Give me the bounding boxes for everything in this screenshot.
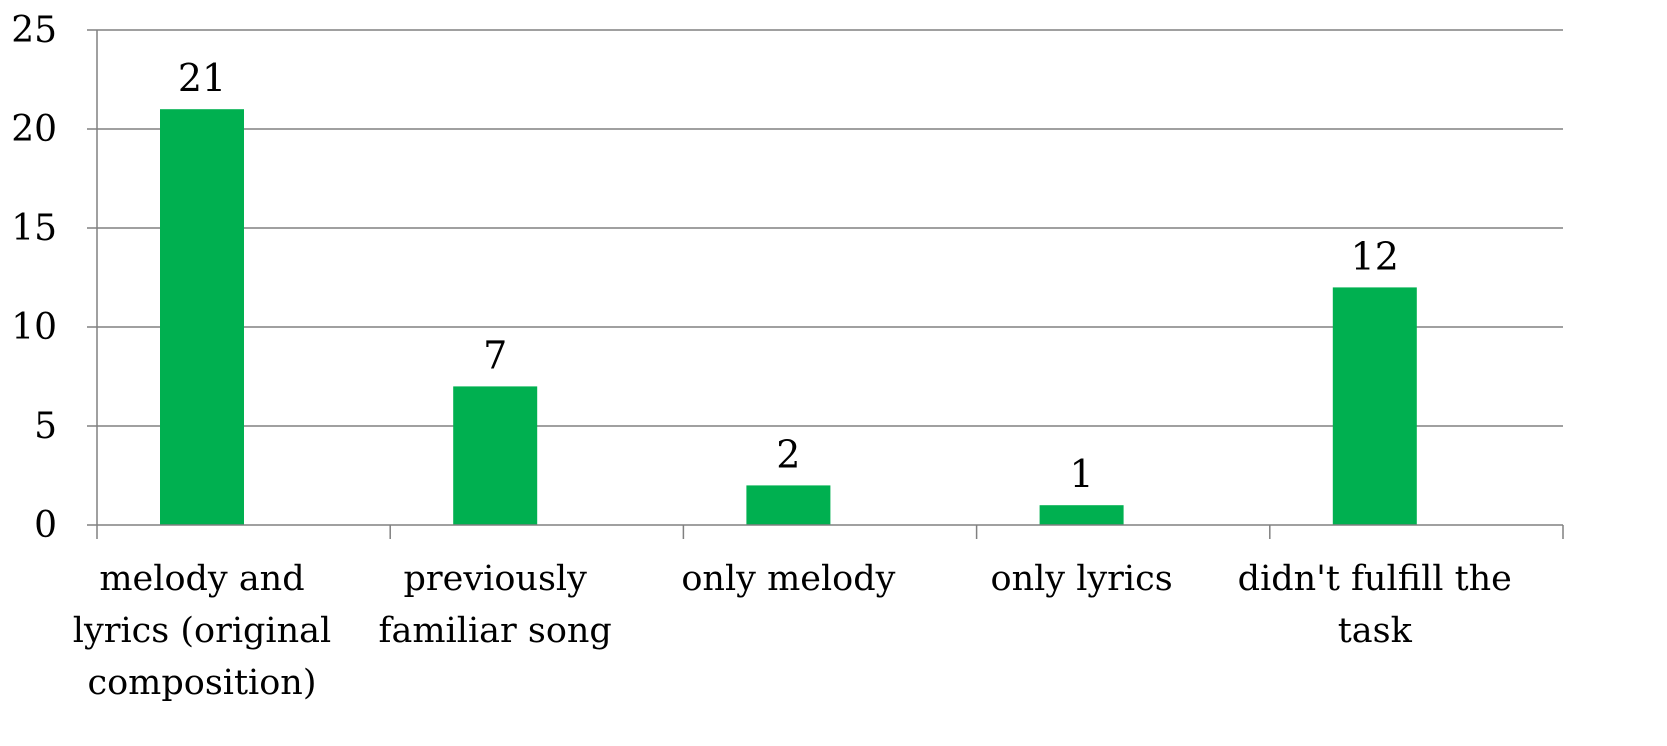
y-tick-label: 15 [11, 208, 57, 249]
data-label: 12 [1351, 234, 1399, 278]
x-category-label: didn't fulfill the task [1238, 559, 1512, 651]
y-tick-label: 25 [11, 10, 57, 51]
axes [96, 30, 1564, 539]
bars [160, 109, 1417, 525]
x-category-label-line: melody and [99, 559, 304, 599]
y-tick-label: 0 [34, 505, 57, 546]
y-tick-label: 5 [34, 406, 57, 447]
x-category-label-line: lyrics (original [73, 611, 331, 651]
data-label: 21 [178, 56, 226, 100]
x-category-label-line: task [1338, 611, 1413, 651]
x-category-label: previously familiar song [379, 559, 612, 651]
data-label: 1 [1070, 452, 1094, 496]
y-tick-label: 10 [11, 307, 57, 348]
bar [160, 109, 244, 525]
x-category-label-line: familiar song [379, 611, 612, 651]
x-category-label-line: only melody [681, 559, 895, 599]
bar [1332, 287, 1417, 525]
x-category-label-line: didn't fulfill the [1238, 559, 1512, 599]
x-category-label-line: previously [404, 559, 588, 599]
bar [453, 386, 538, 525]
y-axis-ticks: 0 5 10 15 20 25 [11, 10, 97, 546]
bar [746, 485, 831, 525]
x-category-label: only melody [681, 559, 895, 599]
gridlines [97, 29, 1563, 427]
x-category-label-line: composition) [87, 663, 316, 703]
bar [1039, 505, 1124, 525]
y-tick-label: 20 [11, 109, 57, 150]
data-label: 7 [483, 333, 507, 377]
x-category-label: melody and lyrics (original composition) [73, 559, 331, 703]
x-axis-categories: melody and lyrics (original composition) pr… [73, 559, 1512, 703]
x-category-label-line: only lyrics [991, 559, 1173, 599]
x-category-label: only lyrics [991, 559, 1173, 599]
data-label: 2 [776, 432, 800, 476]
